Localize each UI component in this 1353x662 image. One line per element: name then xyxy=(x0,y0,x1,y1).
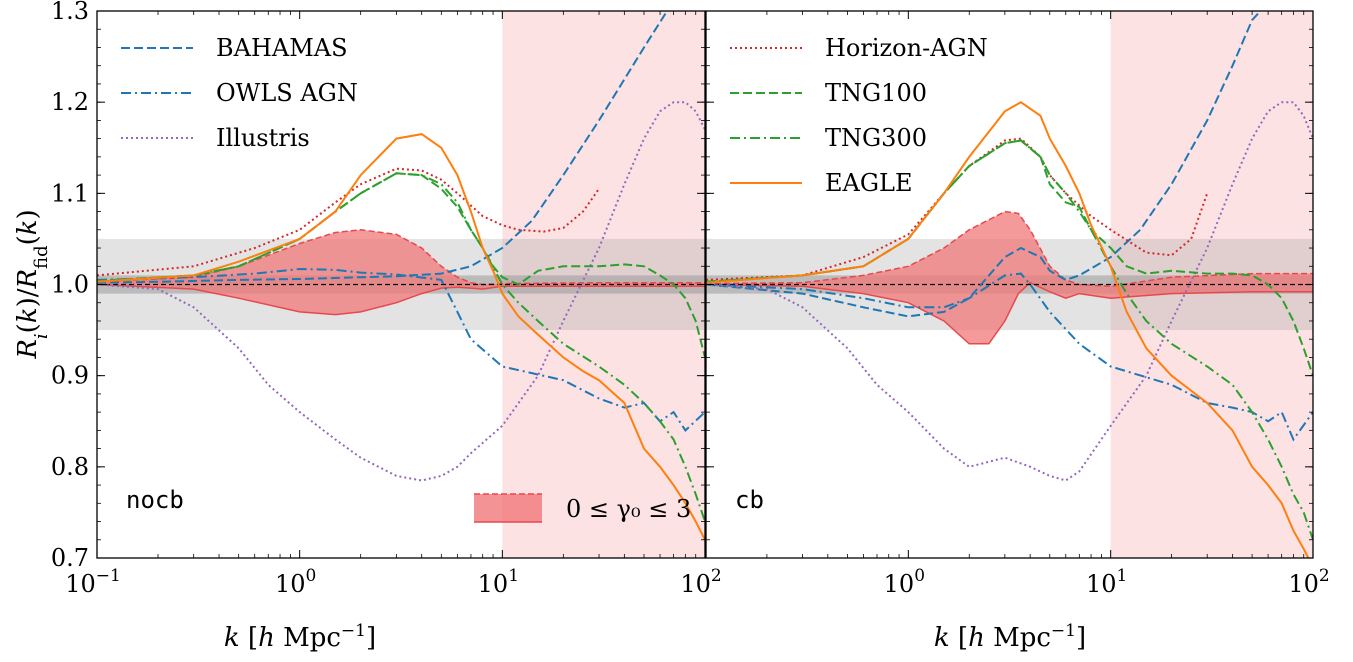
y-tick-label: 1.3 xyxy=(51,0,89,25)
series-line-illustris xyxy=(706,101,1313,482)
x-axis-label-left: k [h Mpc−1] xyxy=(224,621,376,653)
x-tick-label: 100 xyxy=(884,566,925,598)
series-line-bahamas xyxy=(706,11,1262,318)
gamma-band xyxy=(97,229,705,315)
legend-label: Horizon-AGN xyxy=(825,34,988,62)
y-tick-label: 1.2 xyxy=(51,88,89,116)
series-line-bahamas xyxy=(97,11,668,284)
x-tick-label: 100 xyxy=(275,566,316,598)
ticks xyxy=(705,10,1313,559)
legend-label: Illustris xyxy=(216,124,310,152)
plot-area xyxy=(706,11,1313,558)
series-line-illustris xyxy=(97,101,705,482)
series-line-horizon-agn xyxy=(97,167,600,277)
band-legend: 0 ≤ γ₀ ≤ 3 xyxy=(474,493,691,523)
plot-area xyxy=(97,11,705,558)
legend-label: TNG100 xyxy=(825,79,927,107)
band-legend-label: 0 ≤ γ₀ ≤ 3 xyxy=(566,495,691,523)
y-tick-label: 0.9 xyxy=(51,362,89,390)
gamma-band xyxy=(706,211,1313,344)
x-tick-label: 102 xyxy=(680,566,721,598)
y-axis-label: Ri(k)/Rfid(k) xyxy=(13,209,52,359)
legend-label: BAHAMAS xyxy=(216,34,348,62)
x-tick-label: 101 xyxy=(1086,566,1127,598)
band-legend-swatch xyxy=(474,494,542,522)
legend-label: EAGLE xyxy=(825,169,912,197)
panel-label: nocb xyxy=(126,486,184,514)
legend: BAHAMAS OWLS AGN Illustris xyxy=(121,34,358,152)
ticks xyxy=(96,10,705,559)
y-tick-label: 1.1 xyxy=(51,179,89,207)
x-tick-label: 10−1 xyxy=(65,566,121,598)
y-tick-label: 1.0 xyxy=(51,271,89,299)
y-tick-label: 0.7 xyxy=(51,544,89,572)
gamma-band-upper xyxy=(97,229,705,286)
panel-cb: 100 101 102 cb Horizon-AGN TNG100 TNG300 EAGLE xyxy=(705,10,1330,598)
x-tick-label: 101 xyxy=(478,566,519,598)
legend-label: OWLS AGN xyxy=(216,79,358,107)
panel-label: cb xyxy=(735,486,764,514)
series-line-eagle xyxy=(97,133,705,541)
series-line-owls-agn xyxy=(706,272,1313,442)
legend: Horizon-AGN TNG100 TNG300 EAGLE xyxy=(730,34,988,197)
panel-nocb: 0.7 0.8 0.9 1.0 1.1 1.2 1.3 10−1 100 101 102 nocb BA… xyxy=(51,0,722,598)
series-line-eagle xyxy=(706,101,1310,558)
gamma-band-upper xyxy=(706,210,1313,288)
gamma-band-lower xyxy=(706,281,1313,345)
x-tick-label: 102 xyxy=(1288,566,1329,598)
x-axis-label-right: k [h Mpc−1] xyxy=(934,621,1086,653)
gamma-band-lower xyxy=(97,283,705,316)
legend-label: TNG300 xyxy=(825,124,927,152)
y-tick-label: 0.8 xyxy=(51,453,89,481)
